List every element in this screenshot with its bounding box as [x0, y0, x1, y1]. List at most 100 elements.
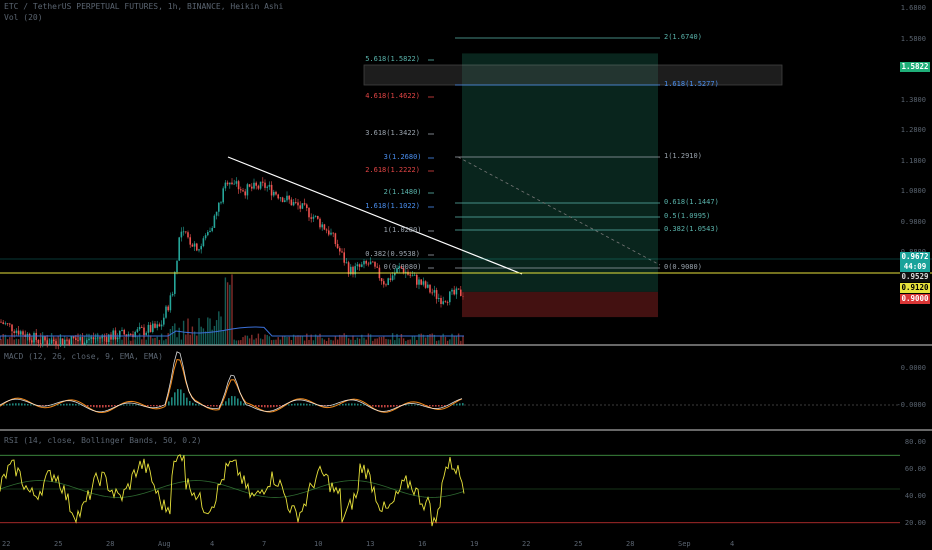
rsi-label: RSI (14, close, Bollinger Bands, 50, 0.2… — [4, 436, 202, 445]
candle-body — [158, 324, 161, 327]
volume-bar — [431, 333, 433, 345]
volume-bar — [4, 334, 7, 345]
macd-histogram-bar — [168, 401, 170, 406]
time-tick-label: 4 — [730, 540, 735, 548]
volume-bar — [61, 340, 64, 345]
volume-bar — [105, 333, 108, 345]
volume-bar — [407, 339, 409, 345]
candle-body — [433, 290, 436, 293]
macd-histogram-bar — [192, 402, 194, 406]
macd-histogram-bar — [396, 405, 398, 407]
volume-bar — [167, 333, 169, 345]
volume-bar — [55, 338, 57, 345]
volume-bar — [433, 334, 436, 345]
volume-bar — [308, 339, 310, 345]
macd-histogram-bar — [408, 404, 410, 406]
macd-histogram-bar — [57, 404, 59, 406]
volume-bar — [123, 336, 125, 345]
macd-histogram-bar — [399, 405, 401, 406]
volume-bar — [158, 339, 161, 345]
candle-body — [110, 334, 112, 340]
candle-body — [17, 330, 20, 335]
candle-body — [264, 182, 266, 188]
macd-label: MACD (12, 26, close, 9, EMA, EMA) — [4, 352, 163, 361]
candle-body — [209, 230, 211, 233]
volume-bar — [251, 334, 253, 345]
macd-histogram-bar — [78, 404, 80, 406]
volume-bar — [99, 336, 101, 345]
volume-bar — [218, 311, 220, 345]
macd-histogram-bar — [381, 405, 383, 408]
candle-body — [398, 266, 400, 269]
candle-body — [138, 327, 141, 330]
volume-bar — [119, 337, 121, 345]
candle-body — [308, 208, 310, 218]
fib-retracement-label: 0.382(1.0543) — [664, 225, 719, 233]
candle-body — [2, 322, 4, 324]
volume-bar — [444, 336, 447, 345]
candle-body — [453, 289, 455, 295]
volume-bar — [317, 336, 319, 345]
volume-bar — [160, 333, 163, 345]
candle-body — [57, 344, 59, 346]
price-tag: 0.9000 — [900, 294, 930, 304]
volume-bar — [411, 335, 414, 345]
candle-body — [185, 231, 187, 233]
volume-bar — [196, 335, 198, 345]
volume-bar — [39, 333, 42, 345]
volume-bar — [303, 340, 306, 345]
candle-body — [365, 260, 367, 264]
candle-body — [301, 203, 304, 209]
volume-bar — [358, 338, 361, 345]
macd-histogram-bar — [348, 403, 350, 406]
macd-histogram-bar — [243, 403, 245, 406]
volume-bar — [202, 328, 205, 345]
fib-extension-label: 2.618(1.2222) — [365, 166, 420, 174]
volume-bar — [435, 340, 438, 345]
volume-bar — [193, 331, 196, 345]
volume-bar — [352, 335, 354, 345]
candle-body — [213, 215, 216, 228]
volume-bar — [185, 334, 187, 345]
volume-bar — [262, 339, 264, 345]
fib-extension-label: 5.618(1.5822) — [365, 55, 420, 63]
volume-bar — [189, 334, 191, 345]
candle-body — [108, 334, 110, 342]
volume-bar — [418, 333, 420, 345]
macd-histogram-bar — [9, 403, 11, 406]
time-tick-label: 22 — [522, 540, 531, 548]
volume-bar — [356, 337, 359, 345]
volume-bar — [306, 333, 308, 345]
candle-body — [427, 284, 429, 288]
volume-bar — [15, 338, 18, 345]
candle-body — [169, 295, 172, 311]
macd-histogram-bar — [105, 405, 107, 408]
candle-body — [0, 321, 2, 323]
volume-bar — [207, 317, 209, 345]
candle-body — [323, 224, 326, 230]
candle-body — [176, 260, 178, 273]
macd-histogram-bar — [138, 404, 140, 406]
candle-body — [28, 333, 31, 341]
volume-bar — [422, 334, 425, 345]
volume-bar — [391, 333, 394, 345]
candle-body — [189, 237, 191, 245]
volume-bar — [97, 334, 99, 345]
volume-bar — [284, 336, 286, 345]
macd-histogram-bar — [195, 403, 197, 406]
price-tick-label: 1.2800 — [900, 126, 926, 134]
volume-bar — [149, 335, 152, 345]
candle-body — [229, 182, 231, 185]
volume-bar — [387, 339, 389, 345]
macd-histogram-bar — [156, 405, 158, 407]
volume-bar — [299, 335, 301, 345]
macd-histogram-bar — [387, 405, 389, 408]
candle-body — [350, 266, 352, 275]
candle-body — [339, 248, 341, 252]
candle-body — [114, 330, 117, 340]
volume-bar — [235, 340, 238, 345]
volume-bar — [37, 339, 40, 345]
candle-body — [215, 211, 218, 216]
volume-bar — [20, 334, 22, 345]
